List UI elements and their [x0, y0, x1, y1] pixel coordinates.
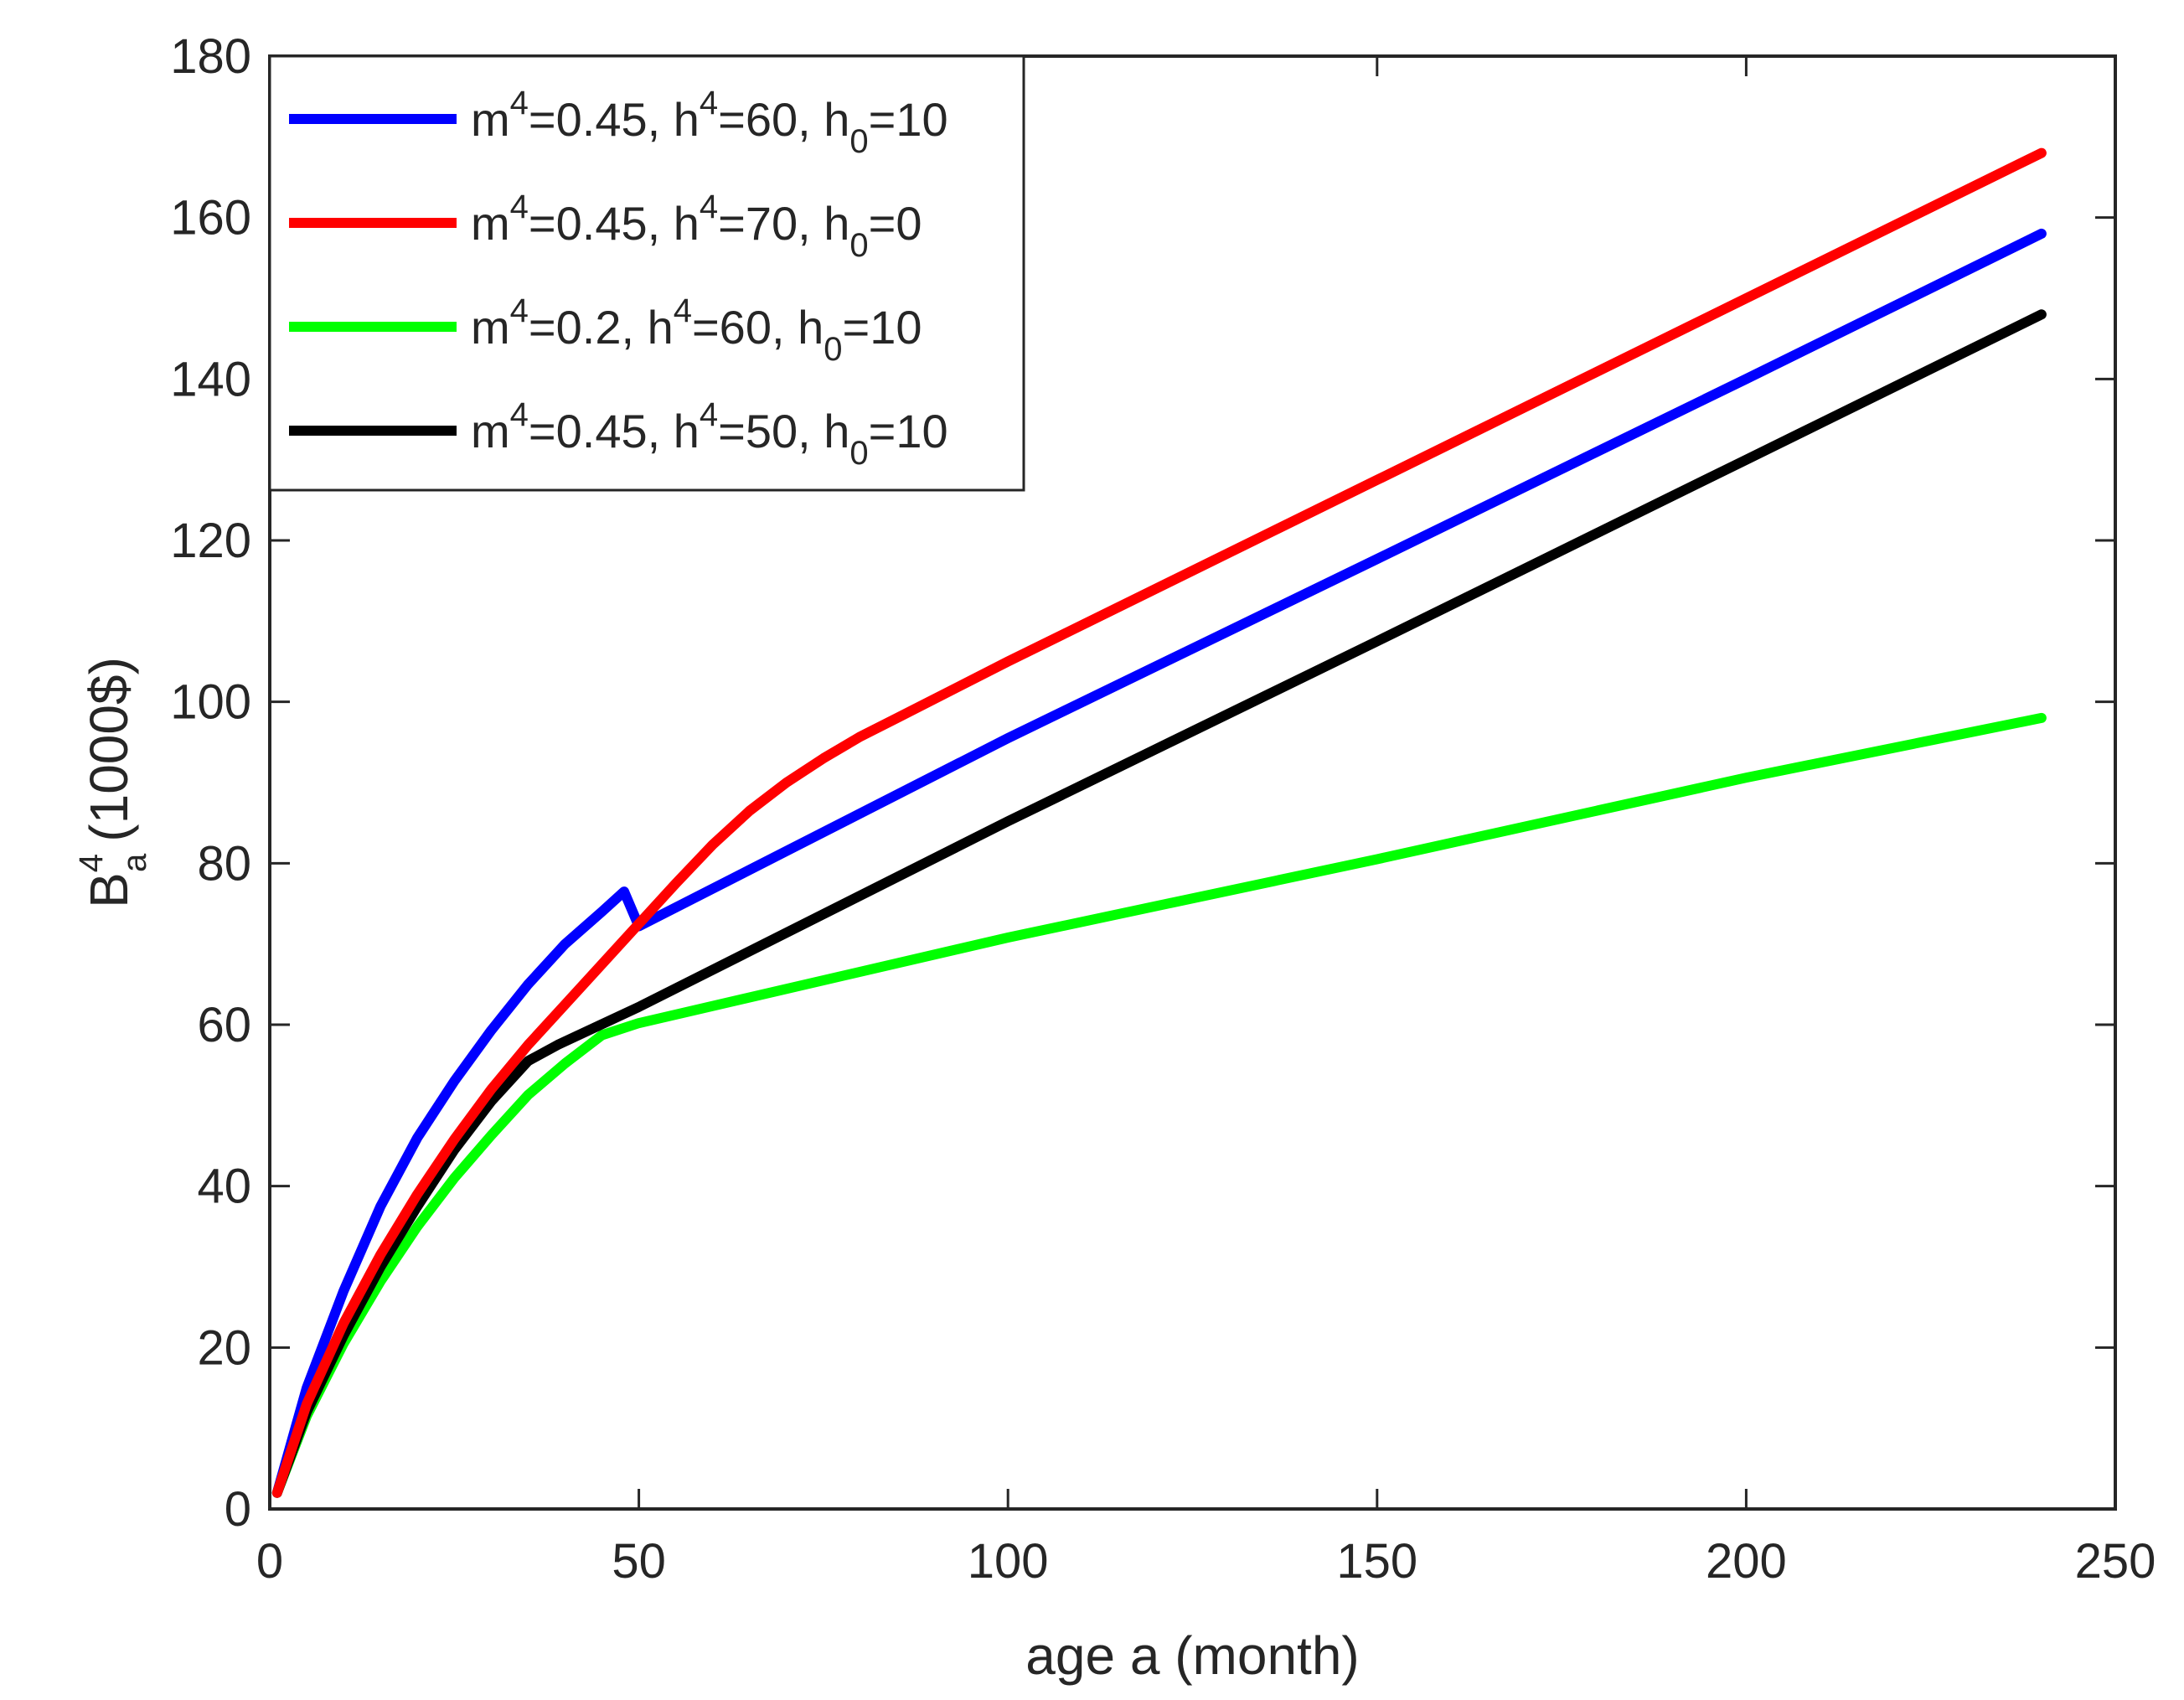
x-tick-label: 150 — [1336, 1534, 1417, 1589]
legend-label-part: =10 — [869, 93, 948, 146]
legend-label-part: =0.45, h — [529, 197, 700, 250]
y-axis-title-base: B — [79, 872, 139, 908]
y-tick-label: 40 — [197, 1160, 251, 1214]
series-line-2 — [271, 147, 2047, 1498]
legend-box — [268, 54, 1025, 492]
legend-label-part: =10 — [842, 301, 922, 354]
legend-label-part: 0 — [849, 227, 868, 264]
series-line-4 — [271, 309, 2047, 1498]
legend-label-part: 4 — [510, 189, 529, 225]
x-tick-label: 0 — [256, 1534, 283, 1589]
series-layer — [271, 147, 2047, 1498]
y-tick-label: 20 — [197, 1320, 251, 1375]
x-axis-title: age a (month) — [1025, 1625, 1359, 1686]
x-tick-label: 100 — [968, 1534, 1049, 1589]
legend-label-part: 4 — [700, 189, 718, 225]
legend-label-part: m — [471, 93, 510, 146]
y-tick-label: 120 — [170, 514, 251, 568]
legend-label-part: =0.2, h — [529, 301, 674, 354]
x-tick-label: 50 — [612, 1534, 666, 1589]
legend-label-1: m4=0.45, h4=60, h0=10 — [471, 85, 948, 160]
y-axis-title-unit: (1000$) — [79, 657, 139, 842]
legend-label-part: m — [471, 405, 510, 457]
legend-label-part: 4 — [700, 85, 718, 121]
y-tick-label: 80 — [197, 836, 251, 891]
legend-label-part: 4 — [674, 292, 692, 329]
legend-label-3: m4=0.2, h4=60, h0=10 — [471, 292, 922, 368]
legend-label-part: m — [471, 301, 510, 354]
legend-label-part: m — [471, 197, 510, 250]
legend-label-part: =0.45, h — [529, 93, 700, 146]
x-tick-label: 200 — [1706, 1534, 1787, 1589]
y-tick-label: 0 — [225, 1482, 251, 1537]
legend-label-part: 0 — [824, 331, 842, 368]
y-tick-label: 100 — [170, 675, 251, 730]
series-line-1 — [271, 228, 2047, 1498]
x-tick-label: 250 — [2075, 1534, 2156, 1589]
y-tick-label: 60 — [197, 998, 251, 1052]
legend-label-part: =0 — [869, 197, 922, 250]
legend-label-part: 4 — [510, 85, 529, 121]
legend-label-part: 4 — [700, 396, 718, 433]
y-axis-title: B4 a (1000$) — [73, 657, 153, 908]
legend-label-part: 4 — [510, 292, 529, 329]
svg-text:B4a(1000$): B4 a (1000$) — [73, 657, 153, 908]
legend-label-part: =60, h — [718, 93, 849, 146]
legend-label-part: =60, h — [692, 301, 824, 354]
legend-label-part: =10 — [869, 405, 948, 457]
legend-label-part: =0.45, h — [529, 405, 700, 457]
legend-label-part: 4 — [510, 396, 529, 433]
y-tick-label: 180 — [170, 29, 251, 84]
legend-label-part: 0 — [849, 435, 868, 472]
legend-label-part: =50, h — [718, 405, 849, 457]
y-tick-label: 140 — [170, 352, 251, 406]
axes-box — [268, 54, 2117, 1511]
y-tick-label: 160 — [170, 191, 251, 245]
legend-label-2: m4=0.45, h4=70, h0=0 — [471, 189, 922, 264]
y-axis-title-superscript: 4 — [73, 854, 110, 872]
legend-label-part: 0 — [849, 123, 868, 160]
legend-label-part: =70, h — [718, 197, 849, 250]
legend-label-4: m4=0.45, h4=50, h0=10 — [471, 396, 948, 472]
y-axis-title-subscript: a — [116, 853, 153, 872]
